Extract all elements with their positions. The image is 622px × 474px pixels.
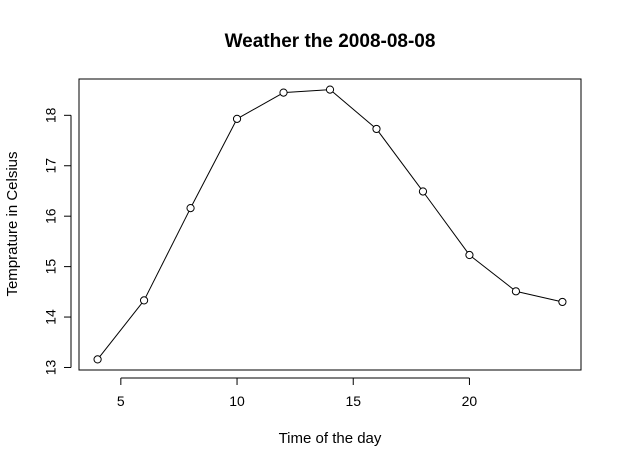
x-tick-label: 15 bbox=[345, 393, 361, 409]
series-line-segment bbox=[99, 302, 143, 357]
series-layer bbox=[93, 85, 567, 364]
y-tick-label: 13 bbox=[43, 359, 59, 375]
data-point bbox=[279, 88, 288, 97]
data-point bbox=[325, 85, 335, 94]
y-tick-label: 17 bbox=[43, 158, 59, 174]
data-point bbox=[372, 124, 381, 134]
series-line-segment bbox=[378, 131, 422, 189]
y-tick-label: 15 bbox=[43, 259, 59, 275]
series-line-segment bbox=[287, 89, 327, 93]
y-axis-label: Temprature in Celsius bbox=[4, 151, 21, 296]
series-line-segment bbox=[145, 211, 190, 298]
chart-title: Weather the 2008-08-08 bbox=[225, 31, 436, 52]
series-line-segment bbox=[519, 291, 560, 302]
x-tick-label: 20 bbox=[462, 393, 478, 409]
y-tick-label: 18 bbox=[43, 107, 59, 123]
series-line-segment bbox=[239, 93, 281, 118]
y-tick-label: 14 bbox=[43, 309, 59, 325]
series-line-segment bbox=[332, 91, 375, 127]
x-tick-label: 5 bbox=[117, 393, 125, 409]
y-axis: 13 14 15 16 17 18 bbox=[43, 107, 72, 375]
data-point bbox=[93, 355, 102, 364]
series-line-segment bbox=[191, 121, 236, 206]
x-tick-label: 10 bbox=[229, 393, 245, 409]
data-point bbox=[511, 287, 521, 296]
y-tick-label: 16 bbox=[43, 208, 59, 224]
data-point bbox=[139, 296, 149, 305]
x-axis-label: Time of the day bbox=[279, 430, 382, 447]
series-line-segment bbox=[471, 256, 514, 290]
x-axis: 5 10 15 20 bbox=[117, 377, 478, 409]
data-point bbox=[558, 297, 567, 307]
data-point bbox=[232, 114, 242, 123]
data-point bbox=[186, 204, 195, 213]
series-line-segment bbox=[424, 194, 468, 253]
data-point bbox=[418, 187, 428, 196]
data-point bbox=[465, 250, 474, 260]
plot-frame bbox=[78, 78, 582, 371]
